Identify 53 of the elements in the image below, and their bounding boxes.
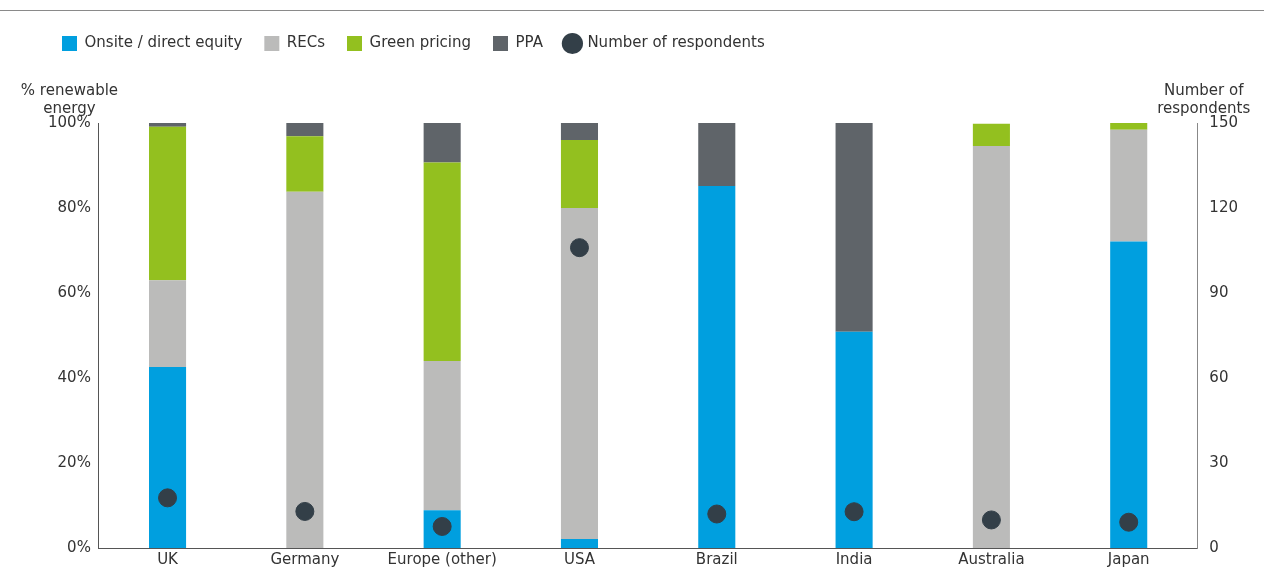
x-tick-label: Brazil: [695, 549, 738, 568]
point: [844, 502, 864, 522]
bar: [423, 361, 461, 511]
x-tick-label: Germany: [270, 549, 340, 568]
y-tick-label: 60%: [57, 282, 91, 301]
point: [707, 504, 727, 524]
x-tick-label: India: [835, 549, 873, 568]
bar: [1110, 129, 1148, 242]
y2-tick-label: 0: [1209, 537, 1219, 556]
x-tick-label: USA: [563, 549, 596, 568]
point: [295, 501, 315, 521]
x-tick-label: Europe (other): [387, 549, 497, 568]
bar: [835, 331, 873, 548]
bar: [560, 140, 599, 208]
bar: [149, 366, 187, 548]
y-tick-label: 80%: [57, 197, 91, 216]
bar: [286, 123, 324, 137]
bar: [149, 126, 187, 281]
bar: [286, 191, 324, 548]
bar: [423, 162, 461, 361]
bar: [149, 280, 187, 367]
legend-label: Onsite / direct equity: [84, 33, 243, 52]
bar: [698, 185, 736, 548]
y2-tick-label: 90: [1209, 282, 1229, 301]
point: [158, 488, 178, 508]
legend-label: Green pricing: [369, 33, 472, 52]
bar: [560, 123, 599, 140]
bar: [560, 539, 599, 548]
y2-tick-label: 60: [1209, 367, 1229, 386]
bar: [698, 123, 736, 186]
legend-label: PPA: [515, 33, 544, 52]
legend-label: Number of respondents: [587, 33, 765, 52]
y-tick-label: 40%: [57, 367, 91, 386]
point: [569, 238, 589, 258]
y-tick-label: 20%: [57, 452, 91, 471]
bar: [423, 123, 461, 163]
bar: [560, 208, 599, 540]
y2-tick-label: 120: [1209, 197, 1239, 216]
x-tick-label: Australia: [958, 549, 1025, 568]
x-tick-label: Japan: [1106, 549, 1150, 568]
bar: [972, 123, 1010, 146]
bar: [286, 136, 324, 192]
y-tick-label: 0%: [67, 537, 91, 556]
bar: [1110, 123, 1148, 130]
x-tick-label: UK: [157, 549, 180, 568]
y2-tick-label: 30: [1209, 452, 1229, 471]
legend-label: RECs: [286, 33, 326, 52]
bar: [1110, 241, 1148, 548]
bar: [835, 123, 873, 332]
point: [981, 510, 1001, 530]
point: [1119, 512, 1139, 532]
bar: [149, 123, 187, 127]
bar: [972, 145, 1010, 548]
